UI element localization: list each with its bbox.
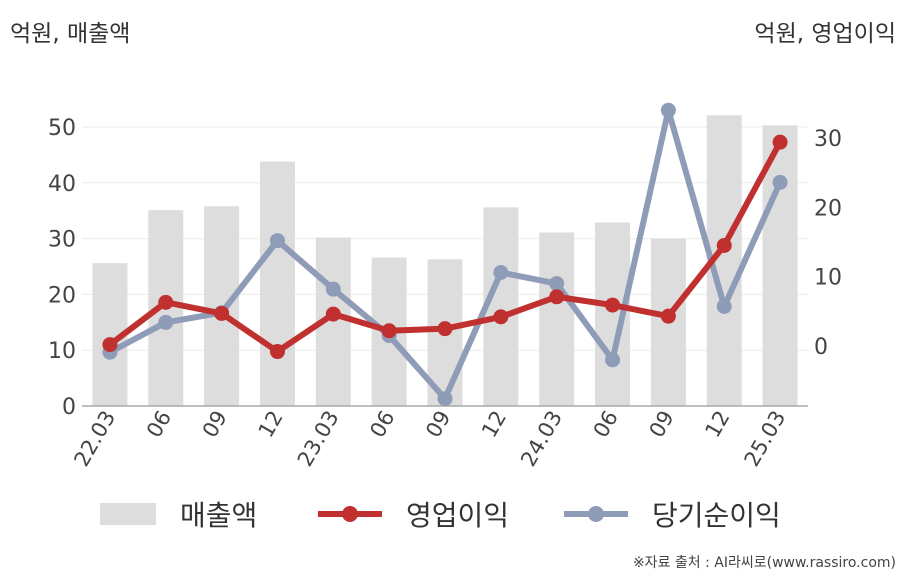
series-point bbox=[493, 309, 509, 325]
series-point bbox=[437, 391, 453, 407]
series-point bbox=[325, 306, 341, 322]
series-point bbox=[605, 352, 621, 368]
series-point bbox=[214, 305, 230, 321]
profit-lines bbox=[102, 102, 788, 407]
left-tick-label: 50 bbox=[48, 116, 76, 141]
x-tick-label: 22.03 bbox=[69, 407, 120, 471]
series-point bbox=[158, 294, 174, 310]
left-tick-label: 0 bbox=[62, 395, 76, 420]
series-point bbox=[549, 289, 565, 305]
x-tick-label: 06 bbox=[142, 407, 176, 442]
revenue-bars bbox=[92, 115, 798, 407]
series-point bbox=[158, 314, 174, 330]
right-tick-label: 0 bbox=[814, 335, 828, 360]
x-tick-label: 25.03 bbox=[740, 407, 791, 471]
series-point bbox=[381, 323, 397, 339]
series-point bbox=[605, 297, 621, 313]
series-point bbox=[325, 281, 341, 297]
revenue-bar bbox=[259, 161, 295, 406]
right-tick-label: 30 bbox=[814, 127, 842, 152]
series-point bbox=[549, 276, 565, 292]
series-point bbox=[772, 174, 788, 190]
right-tick-label: 20 bbox=[814, 196, 842, 221]
left-tick-label: 20 bbox=[48, 283, 76, 308]
right-axis-unit: 억원, 영업이익 bbox=[754, 21, 896, 47]
revenue-bar bbox=[762, 125, 798, 407]
right-tick-label: 10 bbox=[814, 266, 842, 291]
source-credit: ※자료 출처 : AI라씨로(www.rassiro.com) bbox=[632, 555, 896, 571]
left-tick-label: 10 bbox=[48, 339, 76, 364]
series-point bbox=[660, 308, 676, 324]
legend-item-net-income: 당기순이익 bbox=[564, 492, 781, 536]
x-tick-label: 12 bbox=[254, 407, 288, 442]
series-point bbox=[660, 102, 676, 118]
legend-swatch-net-income bbox=[564, 503, 628, 525]
series-point bbox=[269, 233, 285, 249]
right-axis-ticks: 0 10 20 30 bbox=[814, 127, 842, 360]
left-tick-label: 40 bbox=[48, 172, 76, 197]
x-tick-label: 24.03 bbox=[516, 407, 567, 471]
legend-label-net-income: 당기순이익 bbox=[652, 499, 781, 532]
legend-item-revenue: 매출액 bbox=[100, 492, 257, 536]
x-tick-label: 23.03 bbox=[293, 407, 344, 471]
x-tick-label: 09 bbox=[645, 407, 679, 442]
legend-item-operating-profit: 영업이익 bbox=[318, 492, 509, 536]
revenue-bar bbox=[483, 207, 519, 406]
legend-swatch-revenue bbox=[100, 503, 156, 525]
legend: 매출액 영업이익 당기순이익 bbox=[0, 492, 908, 536]
x-axis-ticks: 22.03 06 09 12 23.03 06 09 12 24.03 06 09 12 25.03 bbox=[69, 407, 790, 471]
left-tick-label: 30 bbox=[48, 228, 76, 253]
legend-label-revenue: 매출액 bbox=[180, 499, 258, 532]
x-tick-label: 12 bbox=[700, 407, 734, 442]
left-axis-unit: 억원, 매출액 bbox=[10, 21, 131, 47]
series-point bbox=[716, 298, 732, 314]
series-point bbox=[269, 344, 285, 360]
x-tick-label: 06 bbox=[589, 407, 623, 442]
series-point bbox=[716, 237, 732, 253]
x-tick-label: 09 bbox=[198, 407, 232, 442]
legend-label-operating-profit: 영업이익 bbox=[406, 499, 510, 532]
series-point bbox=[102, 337, 118, 353]
x-tick-label: 09 bbox=[421, 407, 455, 442]
x-tick-label: 06 bbox=[365, 407, 399, 442]
left-axis-ticks: 0 10 20 30 40 50 bbox=[48, 116, 76, 420]
revenue-bar bbox=[539, 232, 575, 406]
legend-swatch-operating-profit bbox=[318, 503, 382, 525]
series-point bbox=[772, 134, 788, 150]
series-point bbox=[437, 321, 453, 337]
x-tick-label: 12 bbox=[477, 407, 511, 442]
series-point bbox=[493, 265, 509, 281]
